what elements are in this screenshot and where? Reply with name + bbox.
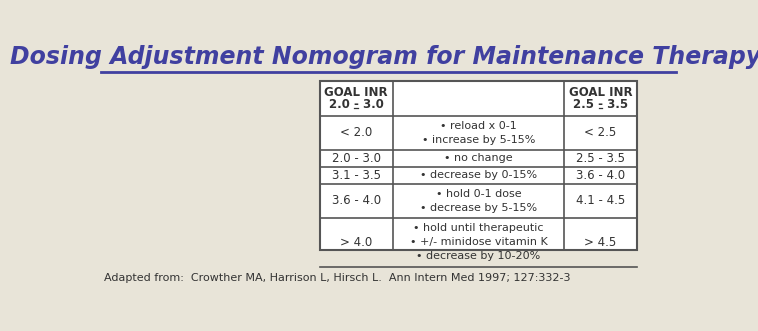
Text: 3.1 - 3.5: 3.1 - 3.5: [332, 169, 381, 182]
Text: 4.1 - 4.5: 4.1 - 4.5: [576, 194, 625, 207]
Text: Dosing Adjustment Nomogram for Maintenance Therapy: Dosing Adjustment Nomogram for Maintenan…: [10, 45, 758, 70]
Text: 3.6 - 4.0: 3.6 - 4.0: [576, 169, 625, 182]
Text: > 4.0: > 4.0: [340, 236, 372, 249]
Text: < 2.5: < 2.5: [584, 126, 616, 139]
Text: • decrease by 0-15%: • decrease by 0-15%: [420, 170, 537, 180]
Text: 2.0 - 3.0: 2.0 - 3.0: [332, 152, 381, 165]
Text: 2.5 - 3.5: 2.5 - 3.5: [573, 98, 628, 111]
Text: GOAL INR: GOAL INR: [324, 86, 388, 99]
Text: 3.6 - 4.0: 3.6 - 4.0: [332, 194, 381, 207]
Text: Adapted from:  Crowther MA, Harrison L, Hirsch L.  Ann Intern Med 1997; 127:332-: Adapted from: Crowther MA, Harrison L, H…: [104, 273, 571, 283]
Text: • no change: • no change: [444, 153, 512, 163]
Text: 2.5 - 3.5: 2.5 - 3.5: [576, 152, 625, 165]
Text: 2.0 - 3.0: 2.0 - 3.0: [329, 98, 384, 111]
Text: • hold until therapeutic
• +/- minidose vitamin K
• decrease by 10-20%: • hold until therapeutic • +/- minidose …: [409, 223, 547, 261]
Text: > 4.5: > 4.5: [584, 236, 616, 249]
Text: GOAL INR: GOAL INR: [568, 86, 632, 99]
Text: • hold 0-1 dose
• decrease by 5-15%: • hold 0-1 dose • decrease by 5-15%: [420, 189, 537, 213]
Text: • reload x 0-1
• increase by 5-15%: • reload x 0-1 • increase by 5-15%: [421, 121, 535, 145]
Text: < 2.0: < 2.0: [340, 126, 372, 139]
Bar: [320, 80, 637, 250]
